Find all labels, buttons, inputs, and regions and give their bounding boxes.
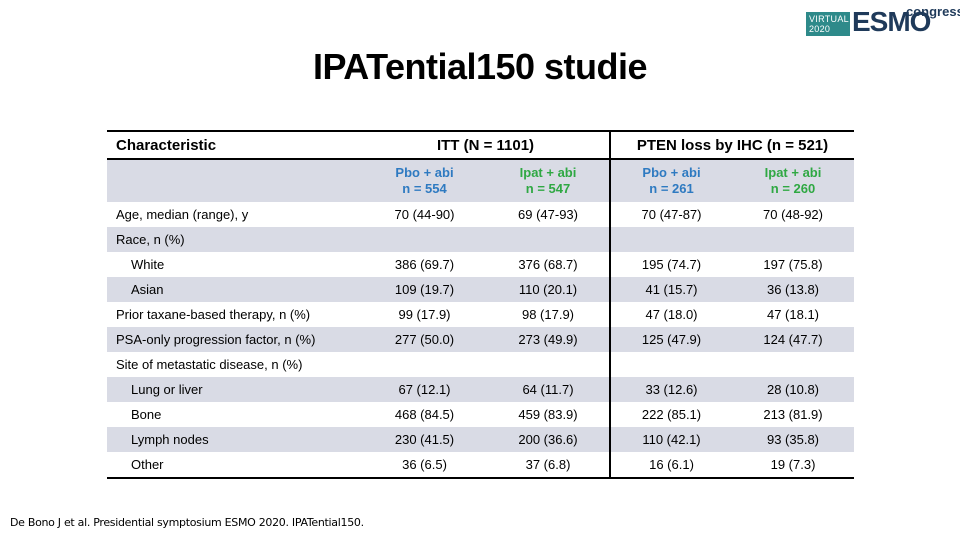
- arm-label: Pbo + abi: [642, 165, 701, 180]
- cell-value: 125 (47.9): [610, 327, 732, 352]
- logo-year-text: 2020: [809, 24, 831, 34]
- logo-esmo-text: ESMO: [852, 6, 931, 37]
- arm-n: n = 260: [770, 181, 816, 196]
- cell-value: 67 (12.1): [362, 377, 487, 402]
- cell-value: 19 (7.3): [732, 452, 854, 479]
- slide-title: IPATential150 studie: [312, 46, 648, 87]
- subheader-itt-ipat: Ipat + abi n = 547: [487, 159, 611, 202]
- cell-value: 70 (47-87): [641, 207, 702, 222]
- cell-value: 376 (68.7): [487, 252, 611, 277]
- arm-n: n = 554: [402, 181, 447, 196]
- header-characteristic: Characteristic: [107, 130, 362, 160]
- cell-value: 195 (74.7): [641, 257, 702, 272]
- arm-label: Ipat + abi: [519, 165, 577, 180]
- logo-virtual-text: VIRTUAL: [809, 14, 849, 24]
- subheader-itt-pbo: Pbo + abi n = 554: [362, 159, 487, 202]
- esmo-virtual-congress-logo: VIRTUAL 2020 ESMO congress: [806, 4, 960, 37]
- cell-value: 36 (13.8): [732, 277, 854, 302]
- table-row: Site of metastatic disease, n (%): [107, 352, 854, 377]
- table-row: White 386 (69.7) 376 (68.7) 195 (74.7) 1…: [107, 252, 854, 277]
- cell-value: 110 (42.1): [610, 427, 732, 452]
- cell-value: 69 (47-93): [487, 202, 611, 227]
- table-row: Age, median (range), y 70 (44-90) 69 (47…: [107, 202, 854, 227]
- row-label: Race, n (%): [107, 227, 362, 252]
- cell-value: 273 (49.9): [487, 327, 611, 352]
- cell-value: 64 (11.7): [487, 377, 611, 402]
- cell-value: 124 (47.7): [732, 327, 854, 352]
- header-itt: ITT (N = 1101): [362, 130, 611, 160]
- cell-value: [732, 227, 854, 252]
- cell-value: [610, 227, 732, 252]
- arm-n: n = 261: [649, 181, 694, 196]
- table-row: PSA-only progression factor, n (%) 277 (…: [107, 327, 854, 352]
- baseline-characteristics-table: Characteristic ITT (N = 1101) PTEN loss …: [107, 130, 854, 479]
- subheader-pten-ipat: Ipat + abi n = 260: [732, 159, 854, 202]
- logo-virtual-box: VIRTUAL 2020: [806, 12, 850, 36]
- cell-value: 98 (17.9): [487, 302, 611, 327]
- cell-value: 41 (15.7): [610, 277, 732, 302]
- header-pten: PTEN loss by IHC (n = 521): [610, 130, 854, 160]
- cell-value: 33 (12.6): [610, 377, 732, 402]
- row-label: Lymph nodes: [107, 427, 362, 452]
- table-row: Race, n (%): [107, 227, 854, 252]
- cell-value: [362, 352, 487, 377]
- cell-value: 37 (6.8): [487, 452, 611, 479]
- table-row: Other 36 (6.5) 37 (6.8) 16 (6.1) 19 (7.3…: [107, 452, 854, 479]
- table-row: Lymph nodes 230 (41.5) 200 (36.6) 110 (4…: [107, 427, 854, 452]
- cell-value: 386 (69.7): [394, 257, 455, 272]
- row-label: Asian: [107, 277, 362, 302]
- cell-value: 28 (10.8): [732, 377, 854, 402]
- row-label: Site of metastatic disease, n (%): [116, 357, 303, 372]
- arm-n: n = 547: [525, 181, 571, 196]
- cell-value: 222 (85.1): [641, 407, 702, 422]
- row-label: Bone: [131, 407, 162, 422]
- cell-value: 36 (6.5): [362, 452, 487, 479]
- cell-value: 277 (50.0): [362, 327, 487, 352]
- cell-value: 16 (6.1): [610, 452, 732, 479]
- cell-value: 110 (20.1): [487, 277, 611, 302]
- table-row: Prior taxane-based therapy, n (%) 99 (17…: [107, 302, 854, 327]
- cell-value: 70 (48-92): [763, 207, 823, 222]
- row-label: Lung or liver: [107, 377, 362, 402]
- cell-value: [487, 352, 611, 377]
- cell-value: [610, 352, 732, 377]
- cell-value: [487, 227, 611, 252]
- row-label: Prior taxane-based therapy, n (%): [116, 307, 311, 322]
- subheader-empty: [107, 159, 362, 202]
- cell-value: 468 (84.5): [394, 407, 455, 422]
- cell-value: [362, 227, 487, 252]
- logo-congress-text: congress: [906, 4, 960, 19]
- cell-value: 200 (36.6): [487, 427, 611, 452]
- table-row: Asian 109 (19.7) 110 (20.1) 41 (15.7) 36…: [107, 277, 854, 302]
- cell-value: [732, 352, 854, 377]
- cell-value: 459 (83.9): [487, 402, 611, 427]
- cell-value: 47 (18.0): [645, 307, 698, 322]
- row-label: White: [131, 257, 165, 272]
- cell-value: 109 (19.7): [362, 277, 487, 302]
- table-row: Lung or liver 67 (12.1) 64 (11.7) 33 (12…: [107, 377, 854, 402]
- row-label: Age, median (range), y: [116, 207, 249, 222]
- row-label: Other: [107, 452, 362, 479]
- table-subheader-row: Pbo + abi n = 554 Ipat + abi n = 547 Pbo…: [107, 159, 854, 202]
- cell-value: 230 (41.5): [362, 427, 487, 452]
- row-label: PSA-only progression factor, n (%): [107, 327, 362, 352]
- footnote-citation: De Bono J et al. Presidential symptosium…: [10, 516, 364, 529]
- cell-value: 93 (35.8): [732, 427, 854, 452]
- cell-value: 197 (75.8): [763, 257, 823, 272]
- arm-label: Pbo + abi: [395, 165, 454, 180]
- cell-value: 70 (44-90): [394, 207, 455, 222]
- cell-value: 47 (18.1): [766, 307, 820, 322]
- cell-value: 99 (17.9): [398, 307, 451, 322]
- table-row: Bone 468 (84.5) 459 (83.9) 222 (85.1) 21…: [107, 402, 854, 427]
- arm-label: Ipat + abi: [764, 165, 822, 180]
- subheader-pten-pbo: Pbo + abi n = 261: [610, 159, 732, 202]
- cell-value: 213 (81.9): [763, 407, 823, 422]
- table-header-row: Characteristic ITT (N = 1101) PTEN loss …: [107, 130, 854, 160]
